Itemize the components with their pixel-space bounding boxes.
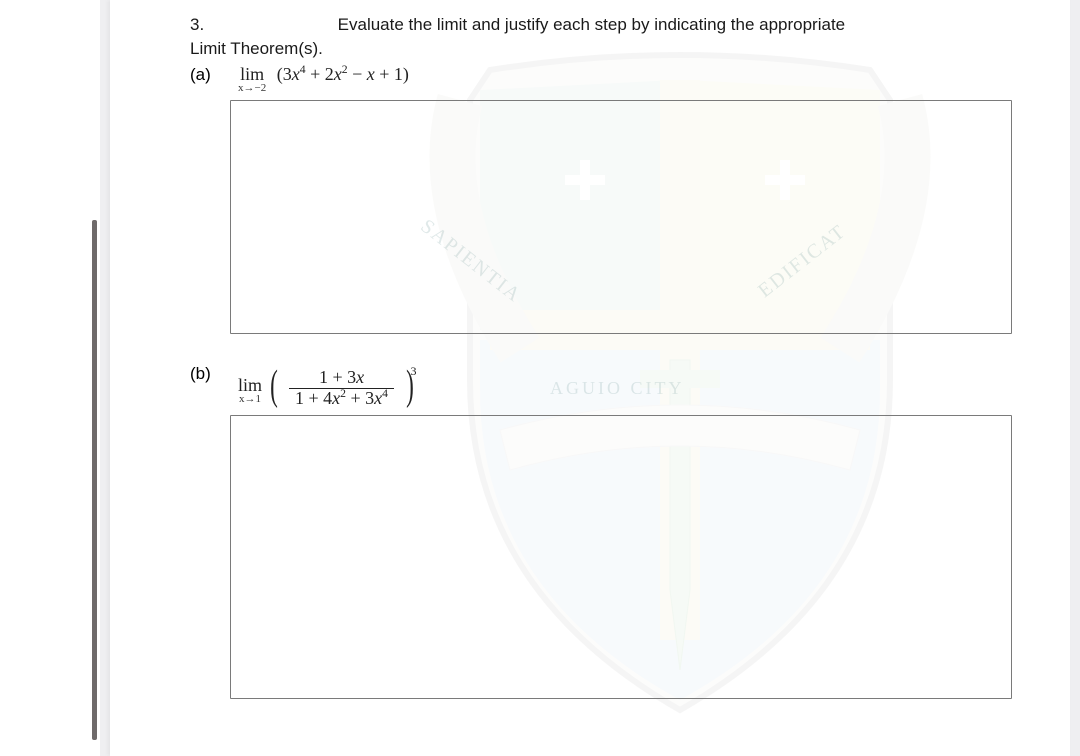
left-accent-stripe <box>92 220 97 740</box>
part-a-expression: lim x→−2 (3x4 + 2x2 − x + 1) <box>238 65 409 94</box>
lim-text-a: lim <box>238 65 266 83</box>
answer-box-b <box>230 415 1012 699</box>
part-b-label: (b) <box>190 364 238 384</box>
question-prompt-line1: Evaluate the limit and justify each step… <box>338 15 845 34</box>
part-b-row: (b) lim x→1 ( 1 + 3x 1 + 4x2 + 3x4 )3 <box>190 364 1030 405</box>
worksheet-page: SAPIENTIA EDIFICAT AGUIO CITY 3. Evaluat… <box>110 0 1070 756</box>
left-margin-panel <box>0 0 100 756</box>
lim-sub-a: x→−2 <box>238 83 266 94</box>
answer-box-a <box>230 100 1012 334</box>
question-prompt-line2: Limit Theorem(s). <box>190 39 1030 59</box>
question-content: 3. Evaluate the limit and justify each s… <box>190 14 1030 699</box>
outer-power: 3 <box>411 364 417 378</box>
part-b-expression: lim x→1 ( 1 + 3x 1 + 4x2 + 3x4 )3 <box>238 368 423 409</box>
lim-text-b: lim <box>238 376 262 394</box>
question-header: 3. Evaluate the limit and justify each s… <box>190 14 1030 37</box>
part-a-row: (a) lim x→−2 (3x4 + 2x2 − x + 1) <box>190 65 1030 94</box>
part-a-label: (a) <box>190 65 238 85</box>
lim-sub-b: x→1 <box>238 394 262 405</box>
question-number: 3. <box>190 15 204 34</box>
